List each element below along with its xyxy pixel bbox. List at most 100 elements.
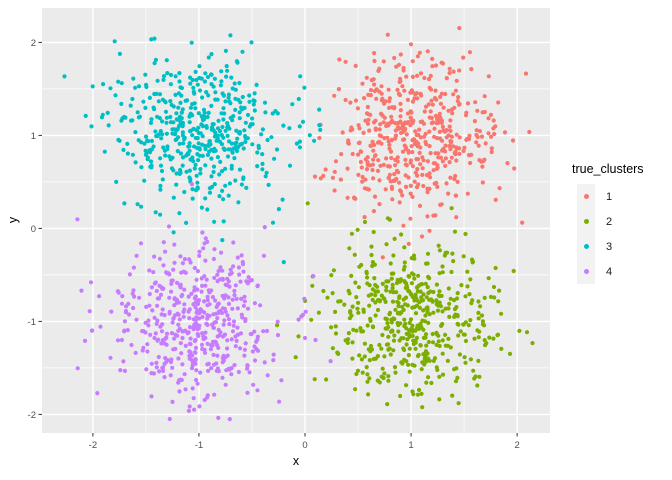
data-point bbox=[365, 121, 371, 126]
data-point bbox=[232, 81, 237, 86]
data-point bbox=[176, 312, 181, 317]
data-point bbox=[403, 162, 408, 167]
data-point bbox=[425, 159, 430, 164]
data-point bbox=[453, 88, 458, 93]
data-point bbox=[398, 311, 403, 316]
data-point bbox=[234, 296, 239, 301]
data-point bbox=[381, 59, 386, 64]
data-point bbox=[176, 300, 182, 305]
data-point bbox=[202, 347, 207, 352]
data-point bbox=[385, 402, 390, 407]
y-tick-label: 0 bbox=[31, 224, 36, 235]
data-point bbox=[215, 97, 220, 102]
data-point bbox=[364, 365, 369, 370]
data-point bbox=[246, 275, 251, 280]
data-point bbox=[358, 326, 363, 331]
x-tick-label: 1 bbox=[408, 440, 413, 451]
data-point bbox=[147, 148, 152, 153]
data-point bbox=[305, 201, 310, 206]
data-point bbox=[157, 115, 162, 121]
data-point bbox=[215, 155, 220, 160]
data-point bbox=[452, 314, 457, 319]
data-point bbox=[190, 187, 195, 192]
data-point bbox=[405, 337, 410, 342]
data-point bbox=[141, 345, 146, 350]
data-point bbox=[393, 163, 398, 168]
data-point bbox=[390, 197, 395, 202]
data-point bbox=[205, 74, 211, 80]
data-point bbox=[422, 109, 427, 114]
data-point bbox=[171, 195, 176, 200]
data-point bbox=[147, 303, 152, 308]
data-point bbox=[229, 163, 234, 168]
data-point bbox=[437, 289, 442, 294]
data-point bbox=[227, 126, 232, 131]
data-point bbox=[415, 173, 420, 178]
data-point bbox=[179, 85, 184, 91]
data-point bbox=[343, 97, 348, 103]
data-point bbox=[424, 343, 429, 348]
data-point bbox=[219, 133, 224, 138]
data-point bbox=[62, 74, 67, 79]
legend-item-4: 4 bbox=[572, 259, 644, 284]
data-point bbox=[389, 118, 395, 123]
data-point bbox=[480, 110, 485, 115]
data-point bbox=[194, 368, 199, 373]
data-point bbox=[400, 193, 405, 198]
data-point bbox=[158, 292, 164, 297]
data-point bbox=[409, 144, 414, 149]
data-point bbox=[223, 48, 228, 54]
data-point bbox=[440, 159, 445, 164]
data-point bbox=[171, 267, 176, 272]
data-point bbox=[193, 135, 198, 141]
data-point bbox=[462, 355, 467, 360]
data-point bbox=[205, 316, 210, 321]
data-point bbox=[356, 300, 361, 305]
data-point bbox=[364, 75, 369, 80]
data-point bbox=[454, 158, 459, 163]
data-point bbox=[220, 360, 225, 365]
legend-key-swatch bbox=[577, 209, 595, 234]
data-point bbox=[236, 265, 242, 270]
data-point bbox=[160, 132, 165, 137]
data-point bbox=[216, 268, 221, 274]
data-point bbox=[223, 166, 228, 171]
data-point bbox=[238, 331, 244, 336]
data-point bbox=[419, 93, 424, 98]
data-point bbox=[465, 101, 471, 106]
data-point bbox=[427, 85, 432, 90]
data-point bbox=[418, 119, 423, 124]
data-point bbox=[399, 126, 404, 131]
data-point bbox=[171, 104, 176, 109]
data-point bbox=[135, 202, 140, 207]
cluster-3-points bbox=[62, 33, 323, 265]
data-point bbox=[441, 105, 446, 110]
data-point bbox=[238, 346, 243, 351]
data-point bbox=[387, 146, 392, 151]
data-point bbox=[186, 144, 191, 149]
data-point bbox=[372, 88, 377, 94]
data-point bbox=[417, 387, 422, 393]
data-point bbox=[369, 347, 375, 352]
data-point bbox=[359, 165, 364, 170]
data-point bbox=[362, 341, 367, 346]
data-point bbox=[454, 296, 460, 301]
data-point bbox=[511, 268, 516, 274]
data-point bbox=[386, 347, 391, 352]
data-point bbox=[382, 354, 387, 359]
data-point bbox=[296, 96, 301, 102]
data-point bbox=[164, 131, 169, 136]
data-point bbox=[377, 202, 382, 207]
data-point bbox=[467, 133, 472, 138]
data-point bbox=[192, 265, 197, 271]
data-point bbox=[466, 323, 471, 328]
data-point bbox=[187, 353, 192, 358]
data-point bbox=[143, 105, 148, 110]
data-point bbox=[467, 292, 472, 297]
data-point bbox=[356, 172, 361, 177]
data-point bbox=[197, 249, 202, 254]
data-point bbox=[366, 392, 371, 397]
data-point bbox=[397, 294, 402, 299]
data-point bbox=[155, 296, 160, 301]
data-point bbox=[433, 113, 438, 118]
